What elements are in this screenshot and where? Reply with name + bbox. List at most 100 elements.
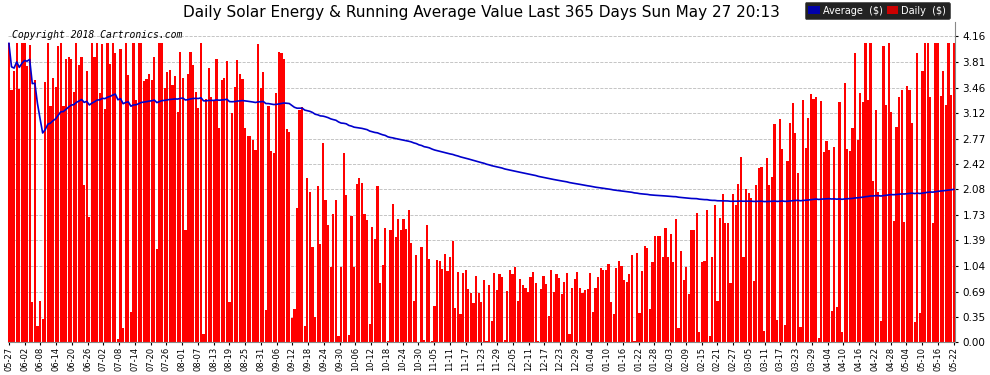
Bar bbox=[634, 341, 636, 342]
Bar bbox=[18, 89, 21, 342]
Bar bbox=[940, 96, 941, 342]
Bar bbox=[413, 302, 415, 342]
Bar bbox=[319, 244, 322, 342]
Bar bbox=[174, 76, 176, 342]
Bar bbox=[456, 272, 459, 342]
Bar bbox=[187, 74, 189, 342]
Bar bbox=[75, 44, 77, 342]
Bar bbox=[568, 334, 570, 342]
Bar bbox=[231, 113, 234, 342]
Bar bbox=[267, 106, 269, 342]
Bar bbox=[296, 209, 298, 342]
Bar bbox=[434, 306, 436, 342]
Bar bbox=[189, 52, 192, 342]
Bar bbox=[532, 272, 535, 342]
Bar bbox=[54, 87, 56, 342]
Bar bbox=[861, 102, 864, 342]
Bar bbox=[304, 326, 306, 342]
Bar bbox=[927, 44, 929, 342]
Bar bbox=[935, 44, 937, 342]
Bar bbox=[717, 300, 719, 342]
Bar bbox=[511, 274, 514, 342]
Bar bbox=[667, 257, 669, 342]
Bar bbox=[688, 294, 690, 342]
Bar bbox=[919, 313, 921, 342]
Bar bbox=[552, 292, 555, 342]
Bar bbox=[130, 312, 132, 342]
Bar bbox=[623, 280, 625, 342]
Bar bbox=[576, 272, 578, 342]
Bar bbox=[799, 327, 802, 342]
Bar bbox=[856, 140, 858, 342]
Bar bbox=[659, 236, 661, 342]
Bar bbox=[360, 183, 363, 342]
Bar bbox=[312, 247, 314, 342]
Bar bbox=[547, 316, 549, 342]
Bar bbox=[942, 71, 944, 342]
Bar bbox=[161, 44, 163, 342]
Bar bbox=[462, 273, 464, 342]
Bar bbox=[584, 290, 586, 342]
Bar bbox=[701, 262, 703, 342]
Bar bbox=[226, 61, 228, 342]
Bar bbox=[80, 57, 83, 342]
Bar bbox=[901, 90, 903, 342]
Bar bbox=[530, 277, 532, 342]
Bar bbox=[683, 279, 685, 342]
Bar bbox=[234, 87, 236, 342]
Bar bbox=[882, 46, 885, 342]
Bar bbox=[353, 267, 355, 342]
Bar bbox=[355, 184, 357, 342]
Bar bbox=[376, 186, 378, 342]
Bar bbox=[306, 178, 309, 342]
Bar bbox=[651, 262, 653, 342]
Bar bbox=[379, 282, 381, 342]
Bar bbox=[333, 214, 335, 342]
Bar bbox=[501, 278, 503, 342]
Bar bbox=[903, 222, 906, 342]
Bar bbox=[947, 44, 949, 342]
Bar bbox=[288, 132, 290, 342]
Bar bbox=[631, 255, 633, 342]
Bar bbox=[859, 93, 861, 342]
Bar bbox=[834, 147, 836, 342]
Bar bbox=[488, 285, 490, 342]
Bar bbox=[602, 270, 604, 342]
Bar bbox=[104, 109, 106, 342]
Bar bbox=[771, 177, 773, 342]
Bar bbox=[251, 140, 254, 342]
Bar bbox=[719, 218, 721, 342]
Bar bbox=[208, 68, 210, 342]
Bar bbox=[587, 289, 589, 342]
Bar bbox=[368, 324, 371, 342]
Bar bbox=[125, 44, 127, 342]
Bar bbox=[823, 152, 825, 342]
Bar bbox=[45, 82, 47, 342]
Bar bbox=[517, 301, 519, 342]
Bar bbox=[950, 95, 952, 342]
Bar bbox=[431, 341, 433, 342]
Bar bbox=[426, 225, 428, 342]
Bar bbox=[182, 78, 184, 342]
Bar bbox=[642, 271, 644, 342]
Bar bbox=[709, 336, 711, 342]
Bar bbox=[545, 284, 547, 342]
Bar bbox=[109, 64, 111, 342]
Bar bbox=[504, 340, 506, 342]
Bar bbox=[421, 247, 423, 342]
Bar bbox=[864, 44, 866, 342]
Bar bbox=[846, 149, 848, 342]
Bar bbox=[70, 59, 72, 342]
Bar bbox=[120, 49, 122, 342]
Bar bbox=[283, 59, 285, 342]
Bar bbox=[8, 44, 10, 342]
Bar bbox=[636, 253, 639, 342]
Bar bbox=[210, 97, 213, 342]
Bar bbox=[168, 70, 171, 342]
Bar bbox=[752, 281, 755, 342]
Bar bbox=[826, 141, 828, 342]
Bar bbox=[143, 81, 145, 342]
Bar bbox=[262, 72, 264, 342]
Bar bbox=[335, 200, 337, 342]
Bar bbox=[735, 205, 737, 342]
